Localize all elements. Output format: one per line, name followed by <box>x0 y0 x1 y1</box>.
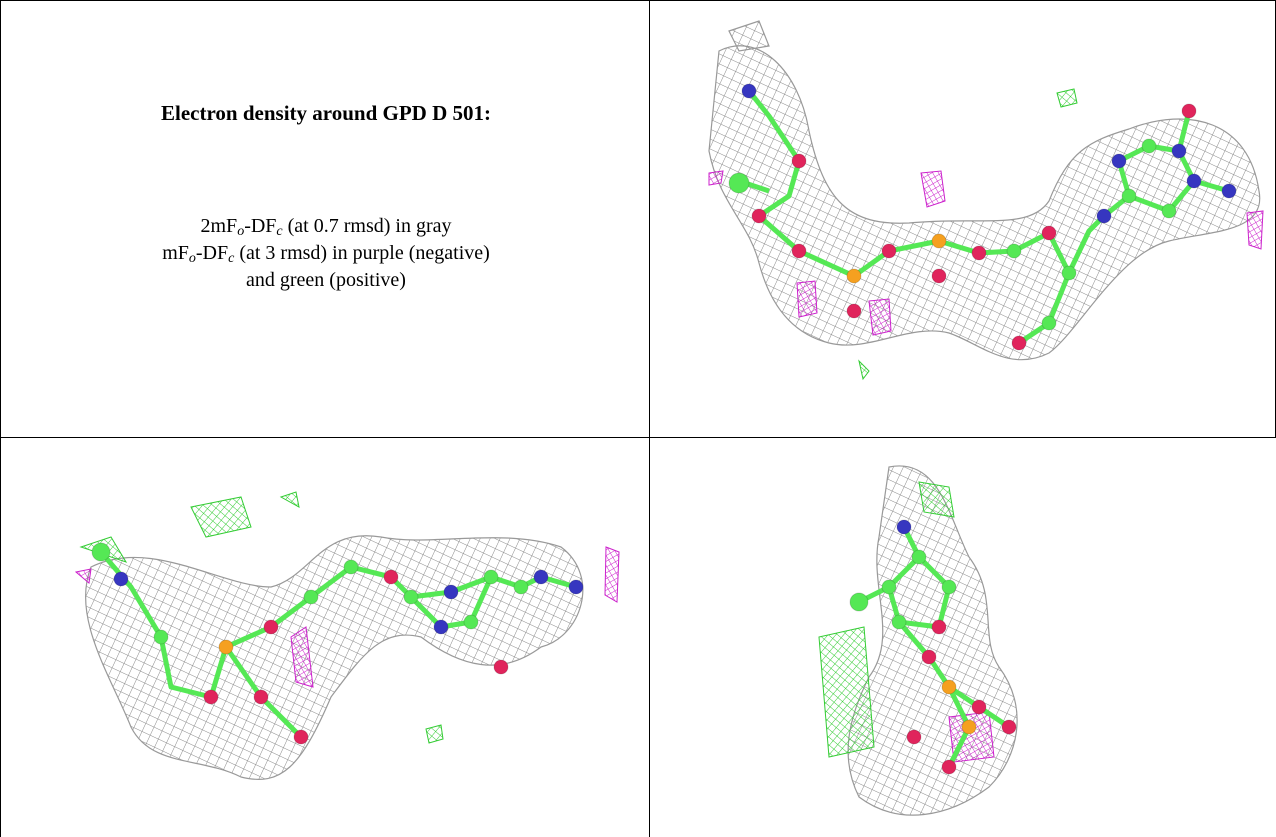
atom <box>847 269 861 283</box>
atom <box>1172 144 1186 158</box>
atom <box>1222 184 1236 198</box>
atom <box>344 560 358 574</box>
positive-mesh <box>1057 89 1077 107</box>
atom <box>494 660 508 674</box>
atom <box>294 730 308 744</box>
atom <box>847 304 861 318</box>
text: and green (positive) <box>246 269 406 291</box>
atom <box>1142 139 1156 153</box>
legend-line: 2mFo-DFc (at 0.7 rmsd) in gray <box>1 213 651 240</box>
atom <box>1182 104 1196 118</box>
atom <box>1007 244 1021 258</box>
caption-title: Electron density around GPD D 501: <box>1 101 651 126</box>
positive-mesh <box>859 361 869 379</box>
legend-line: and green (positive) <box>1 267 651 294</box>
atom <box>264 620 278 634</box>
density-image <box>649 1 1274 437</box>
atom <box>912 550 926 564</box>
atom <box>932 620 946 634</box>
atom <box>484 570 498 584</box>
density-image <box>649 437 1275 837</box>
atom <box>1187 174 1201 188</box>
text: -DF <box>244 215 276 237</box>
atom <box>514 580 528 594</box>
positive-mesh <box>919 482 954 517</box>
atom <box>219 640 233 654</box>
density-mesh <box>86 536 583 780</box>
negative-mesh <box>76 569 91 583</box>
atom <box>569 580 583 594</box>
atom <box>942 680 956 694</box>
image-cell <box>0 437 650 837</box>
positive-mesh <box>819 627 874 757</box>
caption-cell: Electron density around GPD D 501: 2mFo-… <box>0 0 650 438</box>
legend-line: mFo-DFc (at 3 rmsd) in purple (negative) <box>1 240 651 267</box>
atom <box>1097 209 1111 223</box>
atom <box>92 543 110 561</box>
atom <box>1162 204 1176 218</box>
atom <box>892 615 906 629</box>
atom <box>972 246 986 260</box>
density-image <box>1 437 649 837</box>
atom <box>304 590 318 604</box>
positive-mesh <box>281 492 299 507</box>
atom <box>932 269 946 283</box>
image-cell <box>649 437 1276 837</box>
atom <box>464 615 478 629</box>
atom <box>932 234 946 248</box>
atom <box>942 760 956 774</box>
atom <box>962 720 976 734</box>
atom <box>204 690 218 704</box>
atom <box>850 593 868 611</box>
subscript: o <box>189 251 196 266</box>
negative-mesh <box>797 281 817 317</box>
positive-mesh <box>426 725 443 743</box>
density-mesh <box>848 466 1017 815</box>
atom <box>434 620 448 634</box>
atom <box>882 244 896 258</box>
atom <box>1042 226 1056 240</box>
atom <box>922 650 936 664</box>
negative-mesh <box>921 171 945 207</box>
atom <box>534 570 548 584</box>
text: (at 3 rmsd) in purple (negative) <box>234 242 489 264</box>
text: (at 0.7 rmsd) in gray <box>283 215 452 237</box>
atom <box>1062 266 1076 280</box>
atom <box>154 630 168 644</box>
positive-mesh <box>191 497 251 537</box>
text: mF <box>162 242 189 264</box>
atom <box>1042 316 1056 330</box>
atom <box>1112 154 1126 168</box>
atom <box>792 154 806 168</box>
atom <box>942 580 956 594</box>
atom <box>1002 720 1016 734</box>
atom <box>254 690 268 704</box>
atom <box>1012 336 1026 350</box>
atom <box>897 520 911 534</box>
atom <box>907 730 921 744</box>
figure-table: Electron density around GPD D 501: 2mFo-… <box>0 0 1276 837</box>
atom <box>384 570 398 584</box>
caption-legend: 2mFo-DFc (at 0.7 rmsd) in gray mFo-DFc (… <box>1 213 651 294</box>
atom <box>972 700 986 714</box>
text: -DF <box>196 242 228 264</box>
negative-mesh <box>709 171 723 185</box>
atom <box>882 580 896 594</box>
atom <box>404 590 418 604</box>
negative-mesh <box>1247 211 1263 249</box>
image-cell <box>649 0 1276 438</box>
negative-mesh <box>869 299 891 335</box>
atom <box>114 572 128 586</box>
negative-mesh <box>605 547 619 602</box>
text: 2mF <box>201 215 238 237</box>
atom <box>1122 189 1136 203</box>
atom <box>742 84 756 98</box>
atom <box>444 585 458 599</box>
atom <box>792 244 806 258</box>
atom <box>752 209 766 223</box>
atom <box>729 173 749 193</box>
